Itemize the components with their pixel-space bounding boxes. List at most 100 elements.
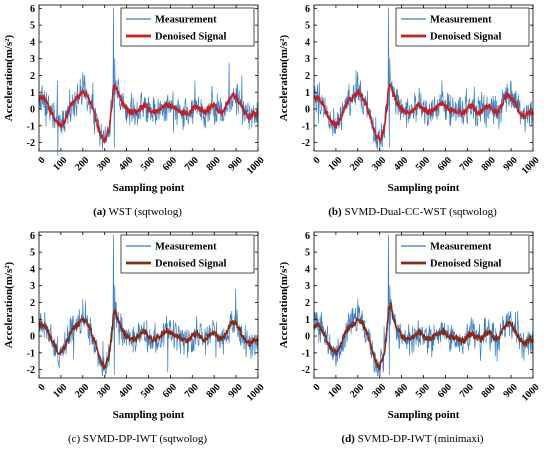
x-tick-label: 0 <box>36 155 47 166</box>
y-tick-label: 4 <box>305 37 310 48</box>
caption-d: (d) SVMD-DP-IWT (minimaxi) <box>275 433 550 445</box>
x-tick-label: 500 <box>139 155 157 173</box>
chart-svg: 0 100 200 300 400 500 600 700 800 900 1000 -2 -1 0 1 2 3… <box>278 231 542 421</box>
y-tick-label: 2 <box>305 71 310 82</box>
legend-box <box>395 7 530 47</box>
x-tick-label: 600 <box>436 155 454 173</box>
chart-svg: 0 100 200 300 400 500 600 700 800 900 1000 -2 -1 0 1 2 3… <box>3 4 267 194</box>
x-axis-label: Sampling point <box>113 182 185 194</box>
y-tick-label: 1 <box>30 315 35 326</box>
x-tick-label: 700 <box>458 382 476 400</box>
x-tick-label: 500 <box>414 382 432 400</box>
y-tick-label: 6 <box>30 4 35 15</box>
x-tick-label: 500 <box>414 155 432 173</box>
x-tick-label: 800 <box>204 155 222 173</box>
x-tick-label: 0 <box>311 382 322 393</box>
y-tick-label: 3 <box>30 281 35 292</box>
x-tick-label: 900 <box>501 382 519 400</box>
x-tick-label: 300 <box>370 155 388 173</box>
chart-panel-a: 0 100 200 300 400 500 600 700 800 900 1000 -2 -1 0 1 2 3… <box>0 0 275 227</box>
y-axis-label: Acceleration(m/s²) <box>278 261 290 348</box>
x-tick-label: 300 <box>370 382 388 400</box>
legend-box <box>120 7 255 47</box>
y-tick-label: 5 <box>305 21 310 32</box>
legend-label-measurement: Measurement <box>430 242 492 253</box>
x-tick-label: 100 <box>326 382 344 400</box>
y-tick-label: 0 <box>30 332 35 343</box>
y-tick-label: 0 <box>305 332 310 343</box>
y-tick-label: -1 <box>27 121 35 132</box>
x-tick-label: 200 <box>348 155 366 173</box>
x-tick-label: 200 <box>73 155 91 173</box>
y-tick-label: 4 <box>30 264 35 275</box>
y-axis-label: Acceleration(m/s²) <box>3 34 15 121</box>
y-axis-label: Acceleration(m/s²) <box>278 34 290 121</box>
x-tick-label: 400 <box>117 382 135 400</box>
x-tick-label: 300 <box>95 155 113 173</box>
chart-panel-d: 0 100 200 300 400 500 600 700 800 900 1000 -2 -1 0 1 2 3… <box>275 227 550 454</box>
y-tick-label: 0 <box>30 105 35 116</box>
x-tick-label: 600 <box>161 155 179 173</box>
x-tick-label: 900 <box>501 155 519 173</box>
y-tick-label: 4 <box>305 264 310 275</box>
x-tick-label: 200 <box>73 382 91 400</box>
legend: Measurement Denoised Signal <box>120 7 255 47</box>
x-tick-label: 0 <box>311 155 322 166</box>
legend-label-measurement: Measurement <box>155 15 217 26</box>
caption-a-text: WST (sqtwolog) <box>108 206 182 218</box>
y-tick-label: 2 <box>305 298 310 309</box>
legend-label-measurement: Measurement <box>430 15 492 26</box>
legend: Measurement Denoised Signal <box>120 234 255 274</box>
legend-label-measurement: Measurement <box>155 242 217 253</box>
x-tick-label: 900 <box>226 382 244 400</box>
y-tick-label: 3 <box>305 54 310 65</box>
legend-label-denoised: Denoised Signal <box>430 32 502 43</box>
x-axis-label: Sampling point <box>113 409 185 421</box>
legend-label-denoised: Denoised Signal <box>155 259 227 270</box>
caption-a: (a) WST (sqtwolog) <box>0 206 275 218</box>
y-tick-label: 5 <box>305 248 310 259</box>
legend-label-denoised: Denoised Signal <box>155 32 227 43</box>
y-tick-label: 3 <box>30 54 35 65</box>
y-axis-label: Acceleration(m/s²) <box>3 261 15 348</box>
series-measurement-line <box>313 7 534 152</box>
legend-label-denoised: Denoised Signal <box>430 259 502 270</box>
x-tick-label: 600 <box>161 382 179 400</box>
x-tick-label: 400 <box>117 155 135 173</box>
caption-a-letter: (a) <box>93 206 106 218</box>
x-tick-label: 100 <box>51 155 69 173</box>
y-tick-label: -1 <box>302 348 310 359</box>
legend-box <box>395 234 530 274</box>
series-denoised-line <box>313 300 534 372</box>
y-tick-label: -1 <box>302 121 310 132</box>
x-tick-label: 100 <box>51 382 69 400</box>
x-tick-label: 700 <box>183 155 201 173</box>
x-tick-label: 200 <box>348 382 366 400</box>
x-tick-label: 900 <box>226 155 244 173</box>
chart-svg: 0 100 200 300 400 500 600 700 800 900 1000 -2 -1 0 1 2 3… <box>278 4 542 194</box>
x-tick-label: 100 <box>326 155 344 173</box>
y-tick-label: 2 <box>30 71 35 82</box>
series-denoised-line <box>38 83 259 144</box>
caption-b-text: SVMD-Dual-CC-WST (sqtwolog) <box>344 206 497 218</box>
series-measurement-line <box>38 7 259 156</box>
y-tick-label: -2 <box>302 138 310 149</box>
x-tick-label: 1000 <box>520 382 542 404</box>
x-tick-label: 400 <box>392 382 410 400</box>
caption-c-text: SVMD-DP-IWT (sqtwolog) <box>82 433 208 445</box>
x-tick-label: 600 <box>436 382 454 400</box>
x-tick-label: 800 <box>479 382 497 400</box>
x-tick-label: 800 <box>479 155 497 173</box>
x-axis-label: Sampling point <box>388 409 460 421</box>
chart-panel-c: 0 100 200 300 400 500 600 700 800 900 1000 -2 -1 0 1 2 3… <box>0 227 275 454</box>
y-tick-label: 6 <box>305 231 310 242</box>
y-tick-label: 3 <box>305 281 310 292</box>
series-denoised-line <box>38 307 259 370</box>
y-tick-label: -2 <box>27 365 35 376</box>
x-tick-label: 700 <box>183 382 201 400</box>
caption-d-text: SVMD-DP-IWT (minimaxi) <box>357 433 484 445</box>
y-tick-label: 1 <box>305 88 310 99</box>
y-tick-label: 2 <box>30 298 35 309</box>
x-tick-label: 1000 <box>245 155 267 177</box>
y-tick-label: 6 <box>30 231 35 242</box>
